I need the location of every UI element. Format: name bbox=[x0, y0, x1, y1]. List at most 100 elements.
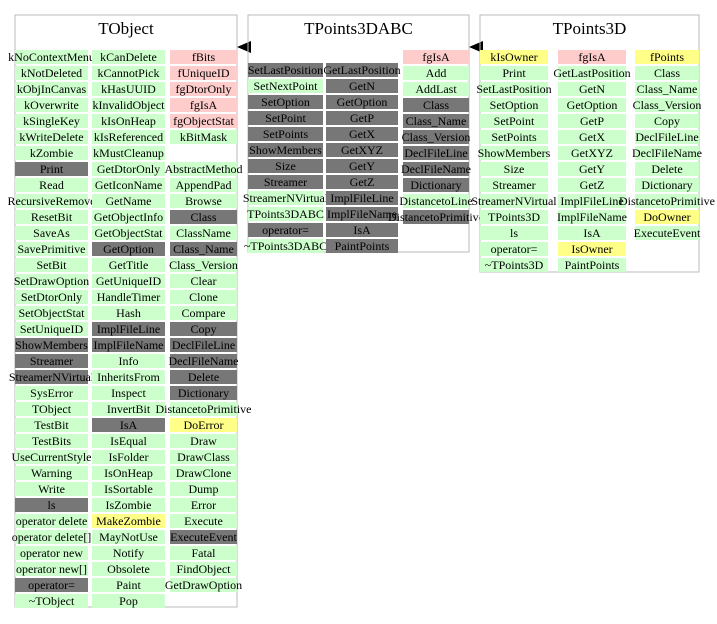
member-cell bbox=[170, 194, 237, 208]
member-cell bbox=[480, 258, 548, 272]
member-label: SetDrawOption bbox=[14, 274, 89, 288]
member-cell bbox=[92, 466, 165, 480]
member-label: DistancetoPrimitive bbox=[388, 210, 484, 224]
member-cell bbox=[403, 146, 469, 160]
member-cell bbox=[15, 194, 88, 208]
member-cell bbox=[635, 226, 699, 240]
member-cell bbox=[15, 514, 88, 528]
member-label: SetNextPoint bbox=[253, 79, 318, 93]
member-label: GetTitle bbox=[109, 258, 149, 272]
member-label: PaintPoints bbox=[335, 239, 390, 253]
member-label: Class_Version bbox=[633, 98, 702, 112]
member-label: GetObjectInfo bbox=[94, 210, 163, 224]
member-label: SaveAs bbox=[33, 226, 70, 240]
member-label: Class_Version bbox=[169, 258, 238, 272]
member-label: SetPoints bbox=[491, 130, 537, 144]
member-label: Warning bbox=[31, 466, 72, 480]
member-label: GetOption bbox=[567, 98, 618, 112]
member-label: GetXYZ bbox=[341, 143, 383, 157]
member-label: Dictionary bbox=[410, 178, 461, 192]
member-cell bbox=[558, 114, 626, 128]
member-label: Compare bbox=[182, 306, 226, 320]
member-label: ~TObject bbox=[29, 594, 75, 608]
member-cell bbox=[15, 226, 88, 240]
member-cell bbox=[480, 210, 548, 224]
member-cell bbox=[92, 114, 165, 128]
member-label: Streamer bbox=[30, 354, 73, 368]
member-label: kWriteDelete bbox=[19, 130, 83, 144]
member-cell bbox=[15, 498, 88, 512]
member-cell bbox=[15, 258, 88, 272]
member-label: DistancetoPrimitive bbox=[156, 402, 252, 416]
member-cell bbox=[15, 594, 88, 608]
member-label: kCanDelete bbox=[100, 50, 157, 64]
member-cell bbox=[170, 434, 237, 448]
member-cell bbox=[92, 178, 165, 192]
member-label: UseCurrentStyle bbox=[12, 450, 92, 464]
member-cell bbox=[92, 514, 165, 528]
member-cell bbox=[480, 242, 548, 256]
member-cell bbox=[92, 498, 165, 512]
member-cell bbox=[558, 162, 626, 176]
member-cell bbox=[92, 66, 165, 80]
member-cell bbox=[480, 50, 548, 64]
member-cell bbox=[326, 207, 398, 221]
member-cell bbox=[15, 450, 88, 464]
member-cell bbox=[92, 322, 165, 336]
member-cell bbox=[15, 578, 88, 592]
member-label: Dictionary bbox=[641, 178, 692, 192]
member-label: GetY bbox=[349, 159, 375, 173]
member-cell bbox=[558, 210, 626, 224]
member-cell bbox=[170, 578, 237, 592]
member-label: DoOwner bbox=[643, 210, 690, 224]
member-cell bbox=[92, 162, 165, 176]
member-cell bbox=[15, 130, 88, 144]
member-cell bbox=[170, 338, 237, 352]
member-cell bbox=[170, 98, 237, 112]
member-cell bbox=[635, 178, 699, 192]
member-cell bbox=[170, 210, 237, 224]
member-label: Class_Name bbox=[637, 82, 698, 96]
member-label: fgIsA bbox=[578, 50, 606, 64]
member-cell bbox=[326, 159, 398, 173]
class-title: TPoints3DABC bbox=[304, 19, 413, 38]
member-cell bbox=[326, 143, 398, 157]
member-label: MayNotUse bbox=[99, 530, 158, 544]
member-cell bbox=[170, 50, 237, 64]
member-label: DeclFileLine bbox=[172, 338, 235, 352]
member-label: kObjInCanvas bbox=[17, 82, 87, 96]
member-cell bbox=[480, 226, 548, 240]
member-label: PaintPoints bbox=[565, 258, 620, 272]
member-label: kInvalidObject bbox=[93, 98, 166, 112]
member-label: StreamerNVirtual bbox=[471, 194, 557, 208]
member-label: kSingleKey bbox=[23, 114, 80, 128]
member-cell bbox=[248, 207, 323, 221]
member-label: fPoints bbox=[650, 50, 684, 64]
member-label: Read bbox=[39, 178, 64, 192]
member-cell bbox=[92, 482, 165, 496]
member-label: AppendPad bbox=[176, 178, 232, 192]
member-label: StreamerNVirtual bbox=[9, 370, 95, 384]
member-label: GetP bbox=[580, 114, 604, 128]
member-cell bbox=[92, 194, 165, 208]
class-title: TPoints3D bbox=[553, 19, 627, 38]
member-cell bbox=[635, 210, 699, 224]
member-label: Copy bbox=[654, 114, 680, 128]
member-cell bbox=[92, 274, 165, 288]
member-cell bbox=[480, 178, 548, 192]
member-cell bbox=[170, 322, 237, 336]
member-cell bbox=[326, 111, 398, 125]
member-cell bbox=[15, 466, 88, 480]
member-cell bbox=[248, 79, 323, 93]
member-label: Clear bbox=[191, 274, 217, 288]
member-cell bbox=[15, 482, 88, 496]
member-label: IsA bbox=[353, 223, 371, 237]
member-label: DrawClone bbox=[176, 466, 231, 480]
member-label: Print bbox=[502, 66, 526, 80]
member-label: DeclFileName bbox=[632, 146, 702, 160]
member-label: IsA bbox=[583, 226, 601, 240]
member-cell bbox=[170, 370, 237, 384]
member-label: Class_Version bbox=[402, 130, 471, 144]
member-cell bbox=[403, 98, 469, 112]
member-cell bbox=[92, 562, 165, 576]
